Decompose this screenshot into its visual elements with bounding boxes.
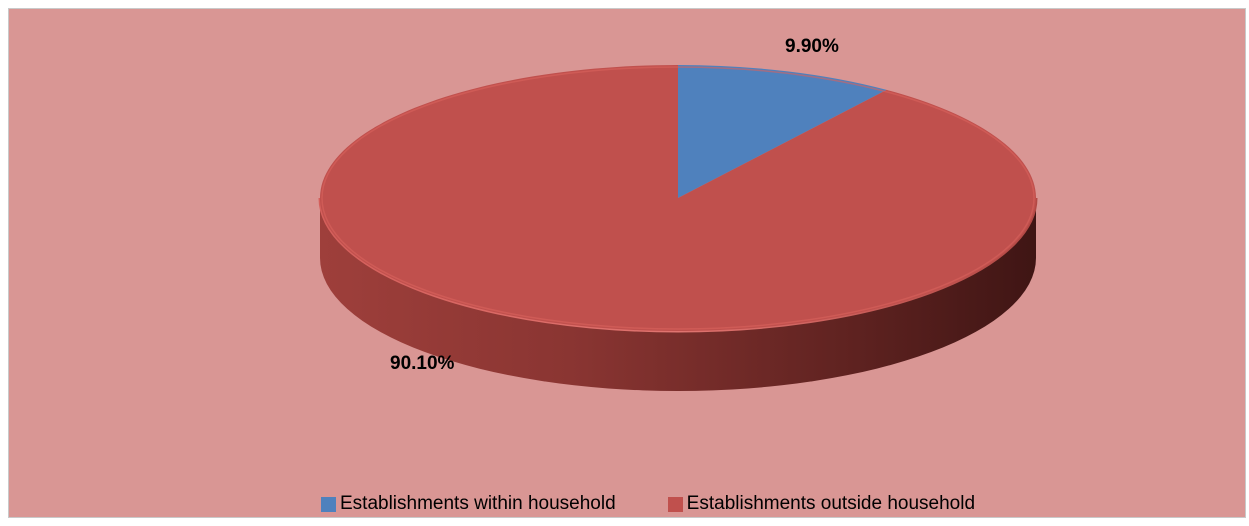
legend-item-outside: Establishments outside household <box>667 493 976 515</box>
legend: Establishments within household Establis… <box>321 493 975 515</box>
pie-slice-outside <box>320 65 1036 331</box>
data-label-within: 9.90% <box>785 36 839 57</box>
pie-top-edge <box>321 66 1035 330</box>
legend-label-within: Establishments within household <box>340 493 616 514</box>
legend-swatch-within <box>321 496 336 512</box>
legend-label-outside: Establishments outside household <box>686 493 976 514</box>
legend-item-within: Establishments within household <box>321 493 616 515</box>
pie-slice-within <box>678 65 887 198</box>
pie-labels: 9.90% 90.10% <box>390 36 839 374</box>
pie-side-wall <box>320 198 1036 391</box>
pie-top <box>320 65 1036 331</box>
chart-area: 9.90% 90.10% Establishments within househ… <box>8 8 1246 518</box>
legend-swatch-outside <box>667 496 683 512</box>
data-label-outside: 90.10% <box>390 353 455 374</box>
pie-chart: 9.90% 90.10% <box>318 36 1038 391</box>
